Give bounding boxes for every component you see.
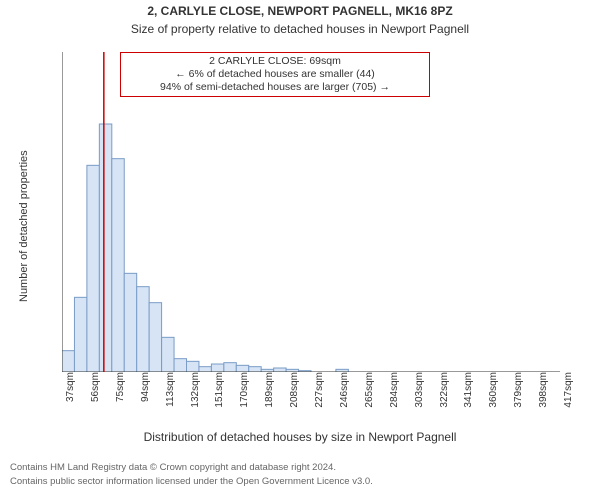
x-tick-label: 132sqm	[190, 372, 201, 420]
chart-container: 2, CARLYLE CLOSE, NEWPORT PAGNELL, MK16 …	[0, 0, 600, 500]
footer-line-1: Contains HM Land Registry data © Crown c…	[10, 462, 336, 473]
x-tick-label: 265sqm	[364, 372, 375, 420]
x-tick-label: 56sqm	[90, 372, 101, 420]
x-tick-label: 303sqm	[414, 372, 425, 420]
x-tick-label: 398sqm	[538, 372, 549, 420]
x-tick-label: 417sqm	[563, 372, 574, 420]
x-tick-label: 170sqm	[239, 372, 250, 420]
x-tick-label: 284sqm	[389, 372, 400, 420]
chart-title: 2, CARLYLE CLOSE, NEWPORT PAGNELL, MK16 …	[0, 4, 600, 18]
x-tick-label: 94sqm	[140, 372, 151, 420]
x-axis-caption: Distribution of detached houses by size …	[0, 430, 600, 444]
chart-subtitle: Size of property relative to detached ho…	[0, 22, 600, 36]
histogram-chart: 020406080100120140160180200220240	[62, 52, 560, 372]
x-tick-label: 379sqm	[513, 372, 524, 420]
y-axis-label: Number of detached properties	[18, 150, 30, 302]
footer-line-2: Contains public sector information licen…	[10, 476, 373, 487]
x-tick-label: 360sqm	[488, 372, 499, 420]
x-tick-label: 227sqm	[314, 372, 325, 420]
x-tick-label: 246sqm	[339, 372, 350, 420]
x-tick-label: 75sqm	[115, 372, 126, 420]
x-tick-label: 322sqm	[439, 372, 450, 420]
x-tick-label: 37sqm	[65, 372, 76, 420]
x-tick-label: 113sqm	[165, 372, 176, 420]
x-tick-label: 341sqm	[463, 372, 474, 420]
x-tick-label: 151sqm	[214, 372, 225, 420]
x-tick-label: 208sqm	[289, 372, 300, 420]
x-tick-label: 189sqm	[264, 372, 275, 420]
